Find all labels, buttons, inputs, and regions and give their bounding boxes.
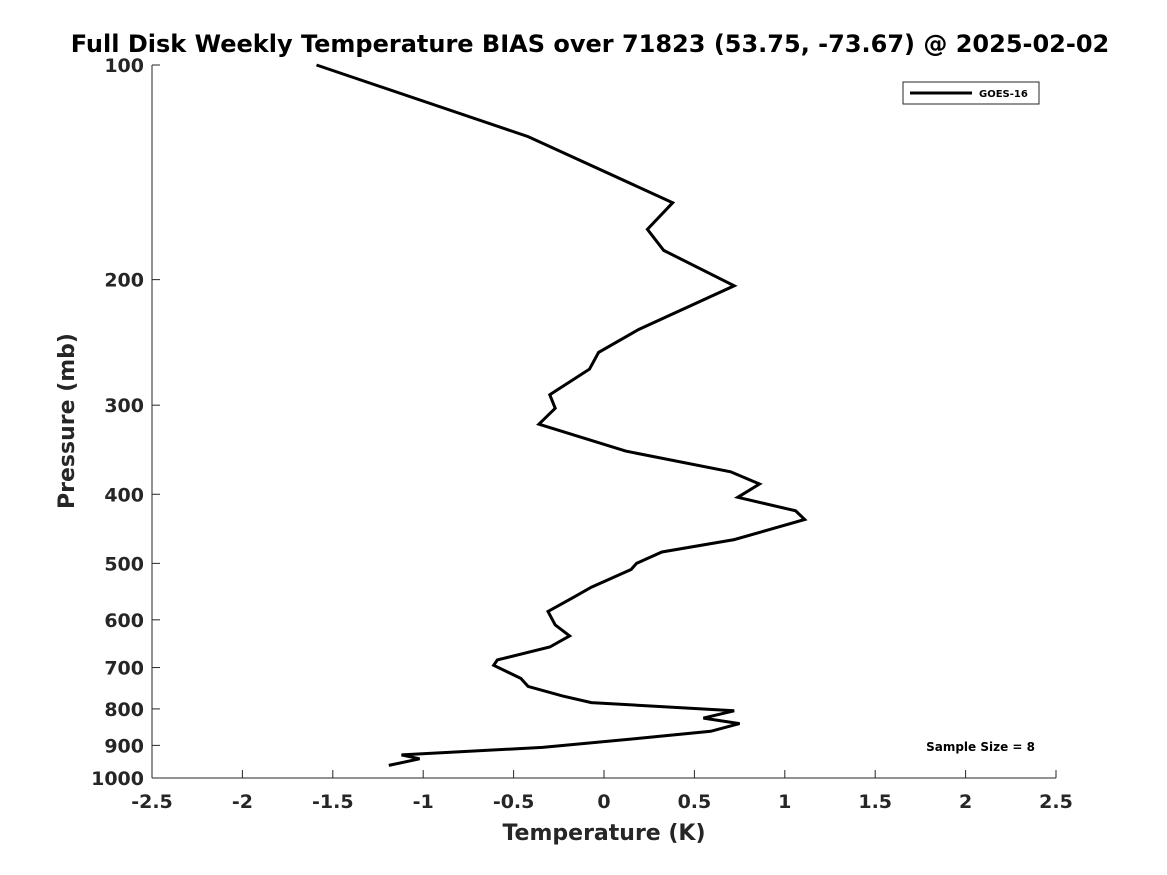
legend: GOES-16 bbox=[902, 81, 1040, 105]
x-tick-label: -0.5 bbox=[493, 791, 535, 813]
y-tick-label: 900 bbox=[104, 735, 144, 757]
y-tick-label: 600 bbox=[104, 610, 144, 632]
y-tick-label: 800 bbox=[104, 699, 144, 721]
x-tick-label: 1.5 bbox=[858, 791, 892, 813]
x-tick-label: -2.5 bbox=[131, 791, 173, 813]
x-tick-label: -1.5 bbox=[312, 791, 354, 813]
y-tick-label: 100 bbox=[104, 55, 144, 77]
chart-title: Full Disk Weekly Temperature BIAS over 7… bbox=[71, 30, 1110, 58]
y-tick-label: 700 bbox=[104, 658, 144, 680]
x-tick-label: -1 bbox=[413, 791, 434, 813]
sample-size-annotation: Sample Size = 8 bbox=[926, 740, 1035, 754]
x-tick-label: 2 bbox=[959, 791, 972, 813]
x-tick-label: 2.5 bbox=[1039, 791, 1073, 813]
y-tick-label: 1000 bbox=[91, 768, 144, 790]
legend-label: GOES-16 bbox=[979, 89, 1028, 100]
y-tick-label: 300 bbox=[104, 395, 144, 417]
x-tick-label: -2 bbox=[232, 791, 253, 813]
x-ticks: -2.5 -2 -1.5 -1 -0.5 0 0.5 1 1.5 2 2.5 bbox=[131, 770, 1073, 813]
x-tick-label: 0.5 bbox=[678, 791, 712, 813]
x-tick-label: 1 bbox=[778, 791, 791, 813]
x-axis-label: Temperature (K) bbox=[502, 821, 705, 846]
x-tick-label: 0 bbox=[597, 791, 610, 813]
y-axis-label: Pressure (mb) bbox=[55, 333, 80, 509]
y-tick-label: 400 bbox=[104, 484, 144, 506]
y-tick-label: 200 bbox=[104, 270, 144, 292]
y-tick-label: 500 bbox=[104, 553, 144, 575]
series-line-goes16 bbox=[316, 63, 808, 767]
y-ticks: 100 200 300 400 500 600 700 800 900 1000 bbox=[91, 55, 160, 790]
